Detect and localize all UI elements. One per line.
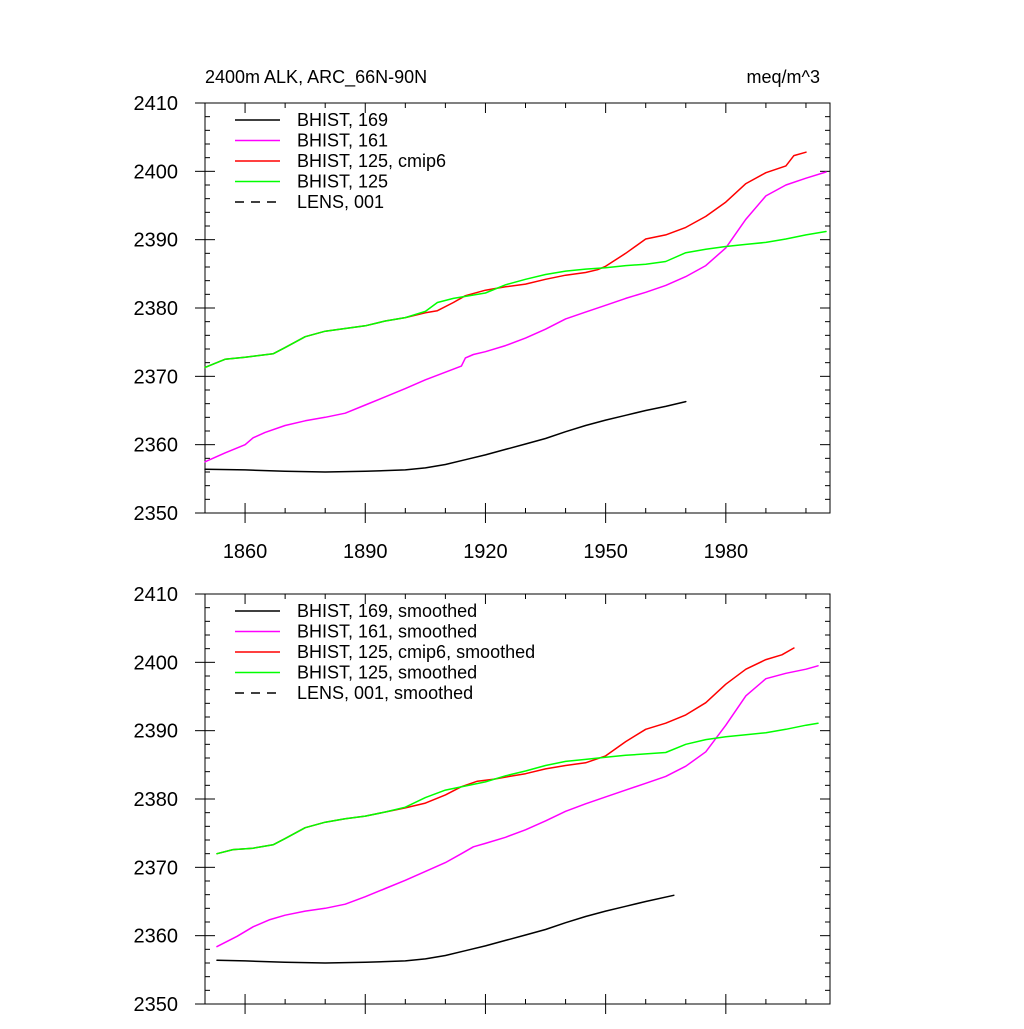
series-line [216,722,819,855]
y-tick-label: 2410 [134,584,179,606]
series-line [204,230,827,369]
series-line [216,894,675,964]
y-tick-label: 2390 [134,230,179,252]
y-tick-label: 2380 [134,789,179,811]
y-tick-label: 2360 [134,435,179,457]
legend-label: BHIST, 161 [297,131,388,151]
y-tick-label: 2360 [134,926,179,948]
y-tick-label: 2350 [134,994,179,1016]
series-line [204,171,827,463]
x-tick-label: 1980 [704,541,749,563]
chart-title: 2400m ALK, ARC_66N-90N [205,67,427,88]
legend-label: BHIST, 169, smoothed [297,601,477,621]
legend-label: BHIST, 169 [297,110,388,130]
y-tick-label: 2390 [134,721,179,743]
y-tick-label: 2370 [134,366,179,388]
legend-label: BHIST, 161, smoothed [297,622,477,642]
x-tick-label: 1890 [343,541,388,563]
legend-label: LENS, 001 [297,192,384,212]
legend-label: BHIST, 125, cmip6, smoothed [297,642,535,662]
series-line [204,400,687,473]
y-tick-label: 2350 [134,503,179,525]
y-tick-label: 2410 [134,93,179,115]
y-tick-label: 2400 [134,161,179,183]
chart-panel-1: 2350 2360 2370 2380 2390 2400 2410 1860 1890 1920… [134,67,831,563]
x-tick-label: 1920 [463,541,508,563]
legend-label: BHIST, 125, cmip6 [297,151,446,171]
units-label: meq/m^3 [747,67,820,87]
y-tick-label: 2370 [134,857,179,879]
series-line [216,665,819,948]
x-tick-label: 1950 [583,541,628,563]
legend-label: BHIST, 125, smoothed [297,663,477,683]
y-tick-label: 2380 [134,298,179,320]
x-tick-label: 1860 [223,541,268,563]
legend-label: BHIST, 125 [297,172,388,192]
legend-label: LENS, 001, smoothed [297,683,473,703]
chart-panel-2: 2350 2360 2370 2380 2390 2400 2410 BHIST, 169, … [134,584,831,1016]
y-tick-label: 2400 [134,652,179,674]
